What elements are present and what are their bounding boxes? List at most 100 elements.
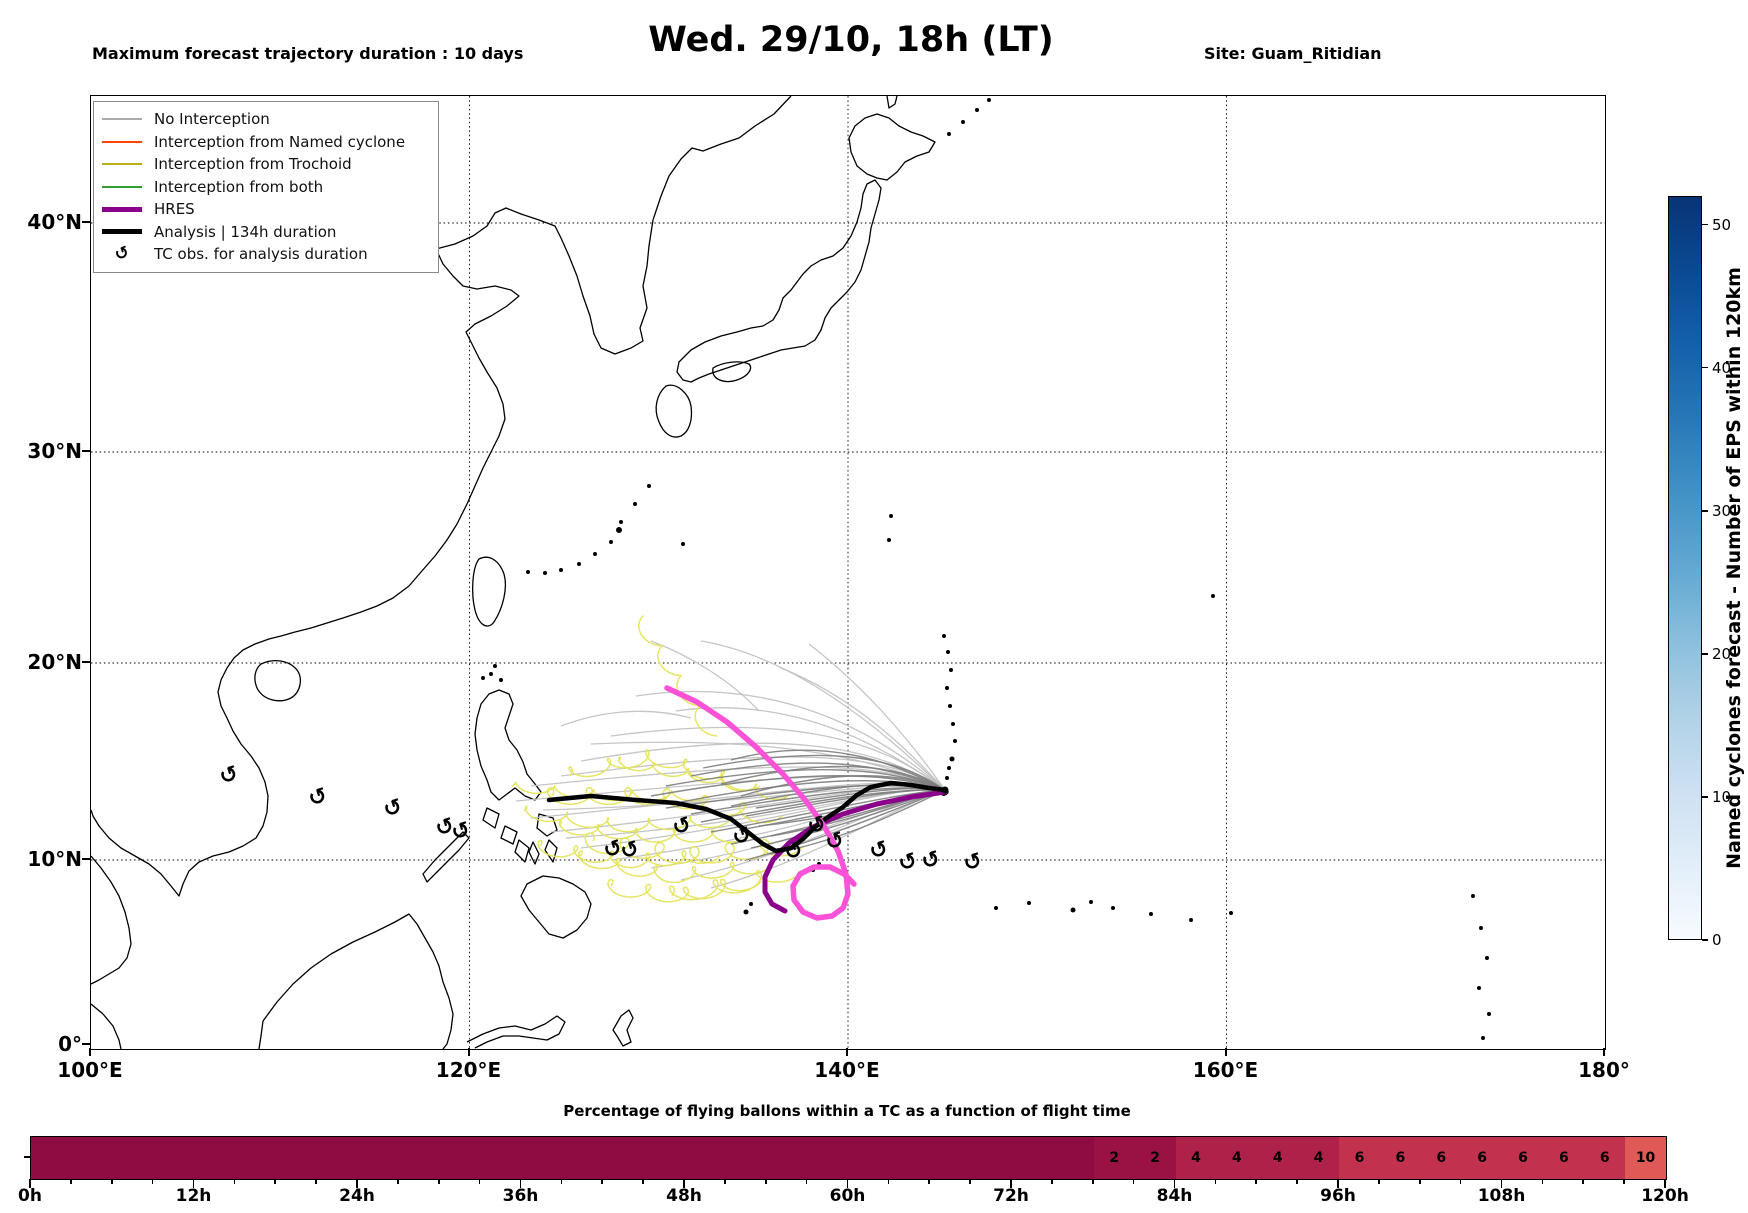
x-axis-tick	[89, 1048, 91, 1056]
island-dot	[1111, 906, 1115, 910]
colorbar-tick-label: 10	[1712, 787, 1732, 806]
island-dot	[1027, 901, 1031, 905]
page-title: Wed. 29/10, 18h (LT)	[648, 20, 1054, 60]
ensemble-no-interception-line	[690, 762, 946, 791]
bar-segment-value: 4	[1257, 1137, 1299, 1179]
bar-segment-value: 10	[1625, 1137, 1666, 1179]
legend-item-label: Interception from both	[154, 177, 324, 196]
island-dot	[499, 678, 503, 682]
ensemble-trochoid-line	[617, 756, 789, 801]
ensemble-no-interception-line	[560, 710, 692, 727]
coastline-path	[91, 1003, 122, 1049]
legend-line	[102, 206, 142, 212]
time-axis-major-tick	[29, 1179, 31, 1188]
coastline-path	[91, 855, 132, 985]
island-dot	[743, 909, 749, 915]
island-dot	[994, 906, 998, 910]
coastline-path	[848, 113, 936, 181]
island-dot	[593, 552, 597, 556]
time-axis-major-tick	[1664, 1179, 1666, 1188]
coastline-path	[474, 689, 542, 801]
time-axis-label: 72h	[993, 1186, 1029, 1206]
bar-segment-value: 6	[1543, 1137, 1585, 1179]
coastline-path	[536, 813, 558, 837]
coastline-path	[676, 179, 882, 383]
bar-segment-value: 6	[1584, 1137, 1626, 1179]
legend-item: HRES	[102, 198, 428, 221]
legend-line	[102, 140, 142, 143]
x-axis-tick-label: 140°E	[814, 1058, 880, 1082]
ensemble-trochoid-line	[584, 832, 804, 864]
island-dot	[543, 571, 547, 575]
ensemble-no-interception-line	[650, 775, 946, 797]
time-axis-minor-tick	[151, 1179, 154, 1184]
tc-obs-icon: ↺	[895, 848, 920, 877]
island-dot	[945, 686, 949, 690]
time-axis-minor-tick	[724, 1179, 726, 1184]
time-axis-minor-tick	[887, 1179, 890, 1184]
legend-item-label: TC obs. for analysis duration	[154, 245, 368, 264]
y-axis-tick-label: 20°N	[27, 650, 82, 674]
time-axis-minor-tick	[1214, 1179, 1217, 1184]
bar-cell-value: 6	[1395, 1150, 1406, 1166]
time-axis-minor-tick	[1582, 1179, 1585, 1184]
bar-cell-value: 10	[1635, 1150, 1656, 1166]
x-axis-tick	[846, 1048, 848, 1056]
ensemble-no-interception-line	[808, 643, 946, 791]
legend-item-label: Interception from Trochoid	[154, 155, 352, 174]
bar-cell-value: 2	[1150, 1150, 1160, 1166]
bottom-bar-ytick	[24, 1156, 30, 1158]
time-axis-minor-tick	[1418, 1179, 1421, 1184]
island-dot	[616, 527, 622, 533]
hres-line	[762, 789, 948, 914]
legend-line	[102, 163, 142, 166]
ensemble-trochoid-line	[668, 869, 803, 901]
coastline-path	[886, 96, 898, 109]
island-dot	[1229, 911, 1233, 915]
coastline-path	[254, 659, 302, 702]
time-axis-minor-tick	[1459, 1179, 1462, 1184]
y-axis-tick-label: 30°N	[27, 439, 82, 463]
coastline-path	[422, 831, 470, 883]
island-dot	[1189, 918, 1193, 922]
legend-line-swatch	[102, 185, 142, 188]
time-axis-major-tick	[1173, 1179, 1176, 1188]
island-dot	[1070, 907, 1076, 913]
ensemble-no-interception-line	[720, 765, 946, 791]
island-dot	[493, 664, 497, 668]
time-axis-minor-tick	[642, 1179, 644, 1184]
legend-item: Interception from Trochoid	[102, 153, 428, 176]
coastline-path	[262, 913, 454, 1049]
time-axis-minor-tick	[764, 1179, 767, 1184]
island-dot	[889, 514, 893, 518]
island-dot	[975, 108, 979, 112]
tc-obs-icon: ↺	[380, 794, 405, 823]
colorbar-tick	[1702, 366, 1708, 369]
coastline-path	[91, 96, 792, 897]
y-axis-tick	[82, 1043, 90, 1045]
legend-item: No Interception	[102, 108, 428, 131]
legend-item-label: HRES	[154, 200, 195, 219]
time-axis-minor-tick	[1091, 1179, 1094, 1184]
island-dot	[609, 540, 613, 544]
time-axis-major-tick	[1500, 1179, 1503, 1188]
y-axis-tick-label: 10°N	[27, 847, 82, 871]
island-dot	[749, 902, 753, 906]
island-dot	[1149, 912, 1153, 916]
bar-cell-value: 4	[1191, 1150, 1201, 1166]
time-axis-major-tick	[1337, 1179, 1339, 1188]
island-dot	[619, 520, 623, 524]
island-dot	[1485, 956, 1489, 960]
bar-segment-value: 4	[1298, 1137, 1339, 1179]
coastline-path	[655, 384, 693, 438]
bar-cell-value: 4	[1272, 1150, 1283, 1166]
y-axis-tick-label: 40°N	[27, 210, 82, 234]
legend-line-swatch	[102, 140, 142, 143]
island-dot	[946, 650, 950, 654]
legend-line	[102, 229, 142, 235]
time-axis-minor-tick	[1378, 1179, 1380, 1184]
tc-obs-icon: ↺	[822, 827, 847, 856]
bar-cell-value: 6	[1436, 1150, 1447, 1166]
x-axis-tick	[1603, 1048, 1605, 1056]
